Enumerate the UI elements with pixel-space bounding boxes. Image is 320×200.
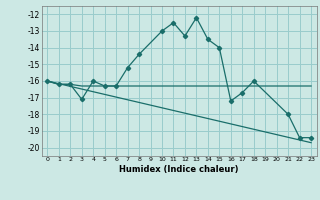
X-axis label: Humidex (Indice chaleur): Humidex (Indice chaleur) xyxy=(119,165,239,174)
